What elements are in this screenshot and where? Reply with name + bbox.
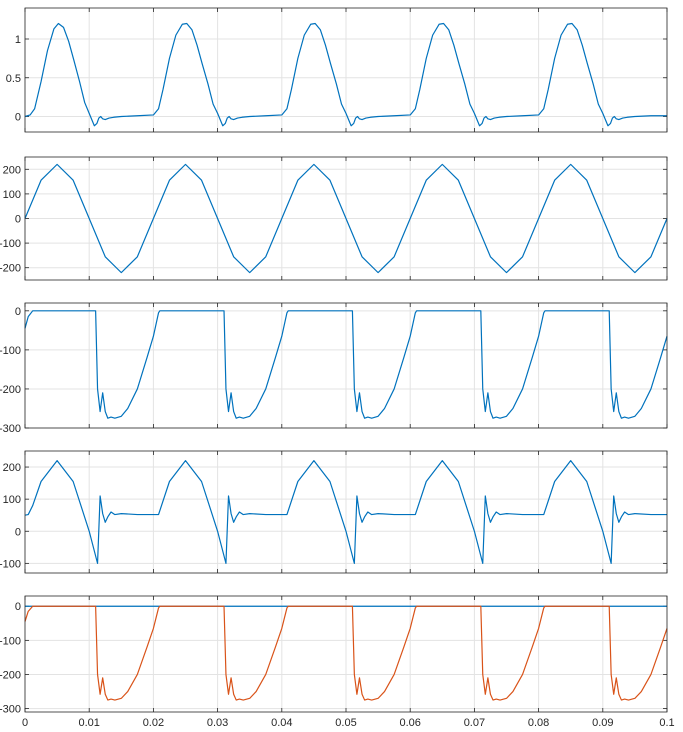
series-line-1-1 [24, 22, 667, 127]
axes-box-5 [24, 595, 668, 713]
ytick-label-4-1: 100 [3, 494, 21, 506]
ytick-label-2-2: 0 [15, 214, 21, 226]
xtick-label-2: 0.02 [143, 717, 164, 729]
ytick-label-5-1: -100 [0, 635, 21, 647]
xtick-label-3: 0.03 [207, 717, 228, 729]
xtick-label-6: 0.06 [399, 717, 420, 729]
ytick-label-3-2: -200 [0, 384, 21, 396]
xtick-label-7: 0.07 [464, 717, 485, 729]
ytick-label-3-1: -100 [0, 345, 21, 357]
axes-box-1 [24, 7, 668, 133]
series-line-5-2 [24, 605, 668, 701]
ytick-label-1-0: 0 [15, 112, 21, 124]
xtick-label-0: 0 [22, 717, 28, 729]
ytick-label-3-3: -300 [0, 423, 21, 435]
series-line-3-1 [24, 310, 668, 419]
ytick-label-5-3: -300 [0, 704, 21, 716]
ytick-label-2-1: 100 [3, 189, 21, 201]
xtick-label-4: 0.04 [271, 717, 292, 729]
ytick-label-1-1: 0.5 [6, 73, 21, 85]
axes-box-2 [24, 156, 668, 281]
ytick-label-4-3: -100 [0, 558, 21, 570]
ytick-label-5-2: -200 [0, 669, 21, 681]
xtick-label-10: 0.1 [659, 717, 674, 729]
ytick-label-4-0: 200 [3, 462, 21, 474]
xtick-label-5: 0.05 [335, 717, 356, 729]
series-line-2-1 [24, 163, 668, 274]
ytick-label-2-3: -100 [0, 238, 21, 250]
ytick-label-1-2: 1 [15, 34, 21, 46]
xtick-label-8: 0.08 [528, 717, 549, 729]
ytick-label-5-0: 0 [15, 601, 21, 613]
ytick-label-2-4: -200 [0, 263, 21, 275]
series-line-4-1 [24, 460, 667, 564]
xtick-label-1: 0.01 [78, 717, 99, 729]
ytick-label-2-0: 200 [3, 164, 21, 176]
axes-box-3 [24, 302, 668, 429]
ytick-label-4-2: 0 [15, 526, 21, 538]
xtick-label-9: 0.09 [592, 717, 613, 729]
ytick-label-3-0: 0 [15, 306, 21, 318]
axes-box-4 [24, 450, 668, 574]
